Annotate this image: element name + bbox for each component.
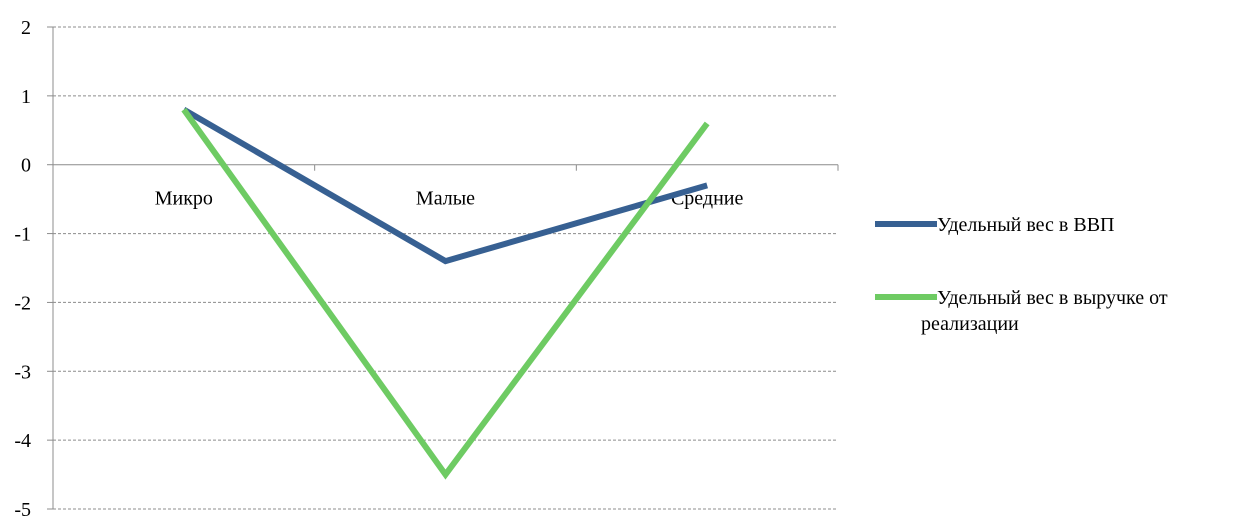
series-line-2 [181, 107, 710, 480]
legend: Удельный вес в ВВП Удельный вес в выручке… [875, 214, 1168, 335]
y-tick-label: -2 [14, 292, 31, 314]
y-tick-label: 0 [21, 155, 31, 177]
x-tick-label: Микро [155, 188, 213, 210]
y-tick-label: -3 [14, 361, 31, 383]
legend-label-2: реализации [921, 313, 1019, 335]
axes [47, 26, 839, 510]
y-tick-label: -4 [14, 430, 31, 452]
series-line-1 [182, 107, 709, 265]
x-tick-label: Малые [416, 188, 475, 210]
y-tick-label: 2 [21, 17, 31, 39]
y-tick-label: -5 [14, 499, 31, 516]
legend-label-1: Удельный вес в ВВП [937, 214, 1115, 236]
y-tick-label: -1 [14, 224, 31, 246]
series-lines [181, 107, 710, 480]
legend-label-2: Удельный вес в выручке от [937, 287, 1168, 309]
y-tick-label: 1 [21, 86, 31, 108]
gridlines [53, 26, 838, 510]
